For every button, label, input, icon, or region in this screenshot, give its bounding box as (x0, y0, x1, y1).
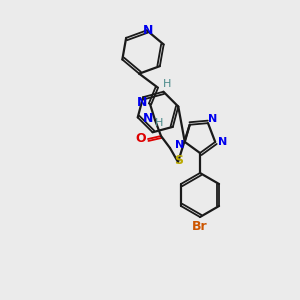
Text: H: H (155, 118, 163, 128)
Text: H: H (163, 79, 171, 89)
Text: N: N (175, 140, 184, 150)
Text: N: N (218, 137, 227, 147)
Text: N: N (143, 112, 153, 125)
Text: N: N (137, 97, 147, 110)
Text: Br: Br (192, 220, 208, 232)
Text: S: S (175, 154, 184, 167)
Text: N: N (142, 24, 153, 37)
Text: N: N (208, 114, 217, 124)
Text: O: O (136, 133, 146, 146)
